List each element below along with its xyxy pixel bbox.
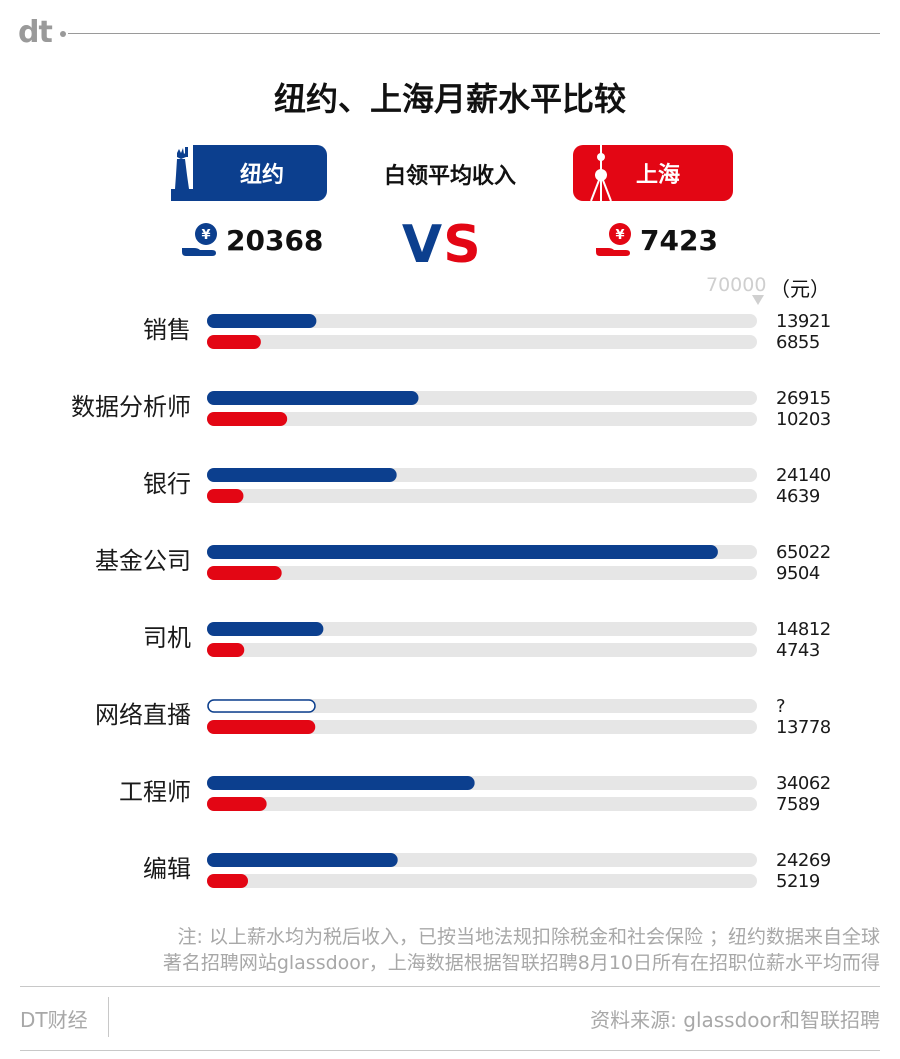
- avg-income-b-value: 7423: [640, 223, 718, 257]
- bar-track: [207, 797, 757, 811]
- value-label: 24269: [776, 850, 831, 871]
- value-label: 6855: [776, 332, 820, 353]
- bar-newyork: [207, 853, 398, 867]
- bar-newyork: [207, 314, 317, 328]
- value-label: 26915: [776, 388, 831, 409]
- bar-shanghai: [207, 797, 267, 811]
- footnote: 注: 以上薪水均为税后收入，已按当地法规扣除税金和社会保险 ；纽约数据来自全球 …: [0, 924, 880, 976]
- scale-unit-label: （元）: [770, 277, 830, 301]
- bar-shanghai: [207, 335, 261, 349]
- avg-income-shanghai: ¥ 7423: [594, 222, 718, 258]
- category-label: 基金公司: [95, 547, 191, 575]
- scale-max-label: 70000: [706, 274, 767, 296]
- bar-newyork: [207, 468, 397, 482]
- svg-text:¥: ¥: [615, 228, 624, 243]
- value-label: 9504: [776, 563, 820, 584]
- avg-income-a-value: 20368: [226, 223, 324, 257]
- vs-mark: V S: [402, 215, 481, 272]
- money-hand-icon: ¥: [182, 223, 217, 256]
- bar-track: [207, 874, 757, 888]
- scale-marker: [752, 295, 764, 305]
- bar-track: [207, 314, 757, 328]
- bar-shanghai: [207, 874, 249, 888]
- value-label: ?: [776, 696, 785, 717]
- bar-shanghai: [207, 643, 245, 657]
- oriental-pearl-tower-icon: [590, 145, 612, 201]
- bar-shanghai: [207, 412, 288, 426]
- chart-title: 纽约、上海月薪水平比较: [273, 80, 626, 118]
- value-label: 10203: [776, 409, 831, 430]
- footer-bottom-rule: [20, 1050, 880, 1051]
- value-label: 14812: [776, 619, 831, 640]
- footer-brand: DT财经: [20, 1008, 88, 1032]
- header-rule: [68, 33, 880, 34]
- category-label: 销售: [143, 316, 191, 344]
- bar-track: [207, 643, 757, 657]
- average-income-label: 白领平均收入: [383, 164, 516, 189]
- city-b-label: 上海: [635, 163, 680, 188]
- city-badge-shanghai: 上海: [573, 145, 733, 201]
- bar-track: [207, 489, 757, 503]
- bar-shanghai: [207, 489, 244, 503]
- bar-shanghai: [207, 566, 282, 580]
- bar-track: [207, 622, 757, 636]
- bar-newyork: [207, 622, 324, 636]
- statue-of-liberty-icon: [167, 145, 193, 201]
- bar-shanghai: [207, 720, 316, 734]
- value-label: 4743: [776, 640, 820, 661]
- value-label: 65022: [776, 542, 831, 563]
- bar-newyork: [207, 545, 718, 559]
- category-label: 银行: [143, 470, 191, 498]
- bar-newyork: [207, 391, 419, 405]
- footer-source: 资料来源: glassdoor和智联招聘: [590, 1008, 880, 1032]
- bar-track: [207, 699, 757, 713]
- bar-track: [207, 566, 757, 580]
- category-label: 数据分析师: [71, 393, 191, 421]
- avg-income-newyork: ¥ 20368: [180, 222, 323, 258]
- value-label: 5219: [776, 871, 820, 892]
- category-label: 网络直播: [95, 701, 191, 729]
- value-label: 34062: [776, 773, 831, 794]
- bar-newyork: [207, 776, 475, 790]
- value-label: 13778: [776, 717, 831, 738]
- category-label: 编辑: [143, 855, 191, 883]
- value-label: 4639: [776, 486, 820, 507]
- value-label: 7589: [776, 794, 820, 815]
- bar-track: [207, 412, 757, 426]
- value-label: 24140: [776, 465, 831, 486]
- footer-rule: [20, 986, 880, 987]
- vs-s: S: [443, 215, 480, 272]
- svg-text:¥: ¥: [201, 228, 210, 243]
- header-rule-dot: [60, 31, 66, 37]
- bar-unknown: [207, 699, 316, 713]
- city-a-label: 纽约: [239, 163, 284, 188]
- city-badge-newyork: 纽约: [167, 145, 327, 201]
- category-label: 工程师: [119, 778, 191, 806]
- money-hand-icon: ¥: [596, 223, 631, 256]
- value-label: 13921: [776, 311, 831, 332]
- bar-track: [207, 335, 757, 349]
- footnote-line-1: 注: 以上薪水均为税后收入，已按当地法规扣除税金和社会保险 ；纽约数据来自全球: [177, 926, 880, 948]
- category-label: 司机: [143, 624, 191, 652]
- vs-v: V: [402, 215, 442, 272]
- dt-logo: dt: [18, 15, 53, 50]
- footer-separator: [108, 997, 109, 1037]
- bar-track: [207, 720, 757, 734]
- footnote-line-2: 著名招聘网站glassdoor，上海数据根据智联招聘8月10日所有在招职位薪水平…: [162, 952, 880, 974]
